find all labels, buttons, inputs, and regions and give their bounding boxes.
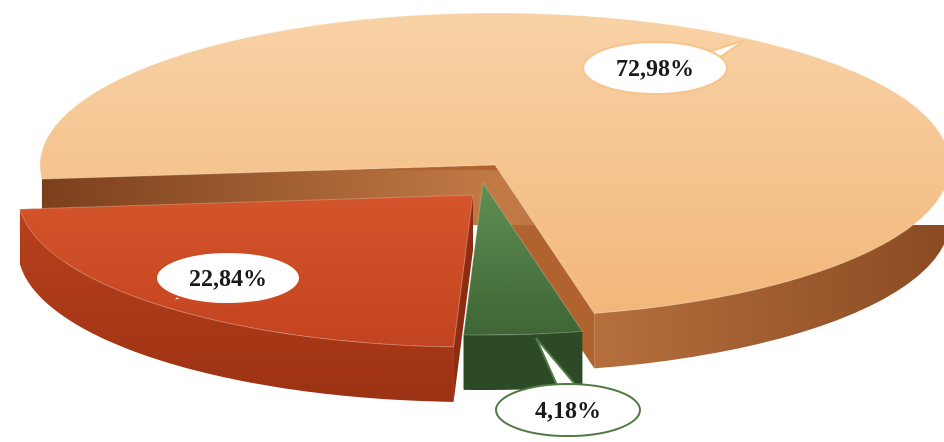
pie-slice-3 bbox=[463, 181, 584, 390]
pie-slice-top bbox=[39, 12, 944, 314]
callout-join bbox=[194, 271, 207, 291]
slice-label-callout: 72,98% bbox=[582, 39, 746, 95]
callout-join bbox=[688, 50, 710, 80]
callout-bubble bbox=[155, 251, 301, 305]
callout-bubble bbox=[582, 41, 728, 95]
pie-slice-top bbox=[463, 181, 584, 336]
slice-label-callout: 22,84% bbox=[155, 251, 301, 305]
labels-layer: 72,98% 22,84% 4,18% bbox=[155, 39, 746, 437]
callout-join bbox=[559, 390, 586, 398]
callout-bubble bbox=[495, 383, 641, 437]
slice-value-label: 72,98% bbox=[616, 56, 694, 82]
slices-layer bbox=[19, 12, 944, 402]
pie-slice-rim bbox=[19, 209, 454, 402]
slice-value-label: 22,84% bbox=[189, 266, 267, 292]
slice-value-label: 4,18% bbox=[535, 398, 601, 424]
slice-label-callout: 4,18% bbox=[495, 337, 641, 437]
